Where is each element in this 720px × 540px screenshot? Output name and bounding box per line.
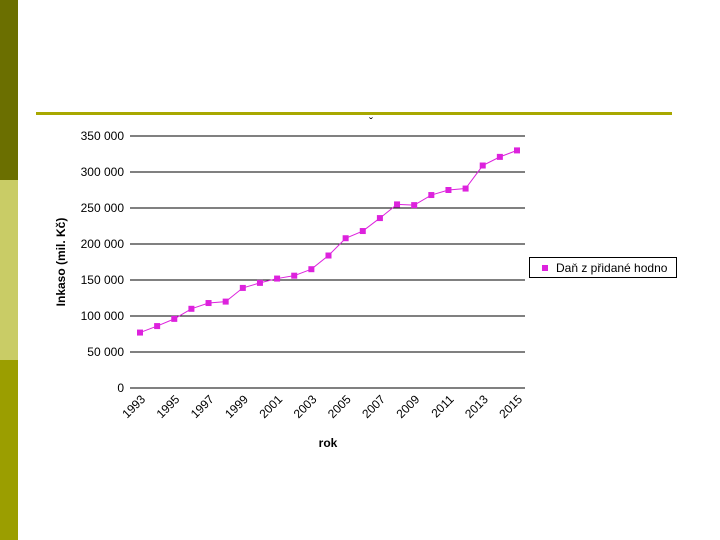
y-tick-label: 250 000 <box>81 201 125 215</box>
data-point <box>222 298 229 305</box>
legend-marker-square-icon <box>542 264 548 271</box>
data-point <box>325 252 332 259</box>
x-tick-label: 1995 <box>154 392 183 421</box>
y-tick-label: 200 000 <box>81 237 125 251</box>
data-point <box>171 315 178 322</box>
data-point <box>137 329 143 336</box>
data-point <box>342 235 349 242</box>
x-tick-label: 1999 <box>222 392 251 421</box>
data-point <box>514 147 520 154</box>
y-tick-label: 350 000 <box>81 129 125 143</box>
gridlines <box>130 135 525 353</box>
data-point <box>462 185 469 192</box>
x-axis-label: rok <box>319 436 338 450</box>
y-tick-label: 50 000 <box>87 345 124 359</box>
slide-title-rule <box>36 112 672 115</box>
series-points <box>137 147 520 336</box>
data-point <box>411 202 418 209</box>
slide-accent-bar-middle <box>0 180 18 360</box>
x-tick-label: 1997 <box>188 392 217 421</box>
data-point <box>154 323 161 330</box>
x-tick-label: 2011 <box>428 392 456 420</box>
slide-accent-bar-bottom <box>0 360 18 540</box>
y-axis-label: Inkaso (mil. Kč) <box>54 218 68 307</box>
data-point <box>394 201 401 208</box>
data-point <box>445 187 452 193</box>
data-point <box>428 192 435 199</box>
x-tick-label: 2003 <box>291 392 320 421</box>
y-tick-label: 100 000 <box>81 309 125 323</box>
x-tick-label: 1993 <box>119 392 148 421</box>
y-tick-labels: 0 50 000 100 000 150 000 200 000 250 000 300 0… <box>81 129 125 395</box>
data-point <box>496 153 503 160</box>
y-tick-label: 0 <box>117 381 124 395</box>
data-point <box>376 215 383 222</box>
data-point <box>256 279 263 286</box>
data-point <box>274 275 281 282</box>
slide-accent-bar-top <box>0 0 18 180</box>
x-tick-label: 2001 <box>256 392 285 421</box>
data-point <box>308 266 315 273</box>
chart-legend: Daň z přidané hodno <box>529 257 677 278</box>
series-line <box>139 149 518 334</box>
data-point <box>188 305 195 312</box>
data-point <box>205 300 212 307</box>
data-point <box>359 228 366 235</box>
x-tick-label: 2015 <box>496 392 525 421</box>
y-tick-label: 150 000 <box>81 273 125 287</box>
x-tick-label: 2005 <box>325 392 354 421</box>
chart-title: ˇ <box>369 115 373 129</box>
x-tick-labels: 1993 1995 1997 1999 2001 2003 2005 2007 2009 2011… <box>119 392 525 421</box>
data-point <box>239 284 246 291</box>
y-tick-label: 300 000 <box>81 165 125 179</box>
legend-label: Daň z přidané hodno <box>556 260 668 275</box>
x-tick-label: 2013 <box>462 392 491 421</box>
data-point <box>291 272 298 279</box>
data-point <box>479 162 486 169</box>
x-tick-label: 2009 <box>394 392 423 421</box>
x-tick-label: 2007 <box>359 392 388 421</box>
